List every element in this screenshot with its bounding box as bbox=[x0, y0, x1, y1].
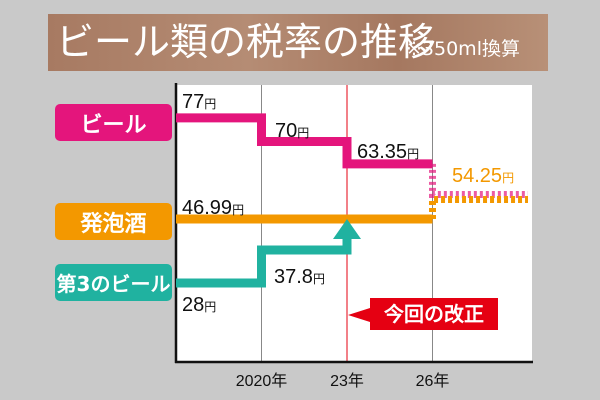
series-line-beer bbox=[176, 113, 433, 169]
value-label: 77円 bbox=[182, 91, 216, 113]
series-label-beer: ビール bbox=[55, 104, 172, 141]
value-label: 28円 bbox=[182, 294, 216, 316]
series-label-happoshu: 発泡酒 bbox=[55, 203, 172, 240]
series-line-beer-planned bbox=[429, 163, 528, 199]
value-label: 46.99円 bbox=[182, 197, 244, 219]
chart-subtitle: ※350ml換算 bbox=[406, 38, 520, 60]
value-label: 63.35円 bbox=[357, 141, 419, 163]
arrow-up-icon bbox=[333, 219, 361, 240]
title-banner: ビール類の税率の推移 ※350ml換算 bbox=[48, 14, 548, 71]
value-label: 54.25円 bbox=[452, 165, 514, 187]
x-tick-label: 26年 bbox=[416, 372, 450, 390]
chart-title: ビール類の税率の推移 bbox=[56, 20, 437, 64]
value-label: 37.8円 bbox=[274, 266, 325, 288]
series-label-third-beer: 第3のビール bbox=[55, 264, 172, 301]
value-label: 70円 bbox=[275, 120, 309, 142]
callout-box bbox=[370, 298, 498, 330]
callout-label: 今回の改正 bbox=[384, 302, 484, 326]
x-tick-label: 23年 bbox=[330, 372, 364, 390]
callout-pointer bbox=[348, 308, 370, 322]
series-line-third-beer bbox=[176, 239, 352, 288]
x-tick-label: 2020年 bbox=[236, 372, 288, 390]
